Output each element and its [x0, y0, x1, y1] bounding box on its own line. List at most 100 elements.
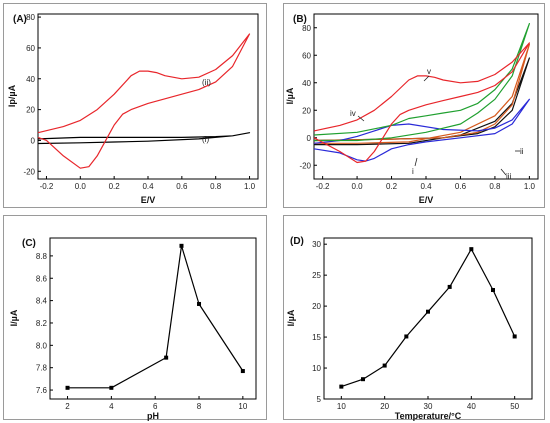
- y-tick-label: 7.6: [36, 386, 48, 395]
- y-tick-label: 80: [302, 24, 311, 33]
- y-tick-label: -20: [23, 167, 35, 176]
- x-tick-label: 0.4: [420, 182, 432, 191]
- data-point: [447, 284, 452, 289]
- data-point: [491, 288, 495, 293]
- x-axis-label-b: E/V: [419, 195, 434, 205]
- chart-panel-b: (B) -0.2 0.0 0.2 0.4 0.6 0.8 1.0 -20 0 20 40 60 80 v…: [283, 3, 545, 208]
- label-iv: iv: [350, 109, 356, 118]
- data-point: [65, 385, 70, 390]
- chart-a-frame: [37, 13, 259, 180]
- x-tick-label: 0.6: [455, 182, 467, 191]
- y-tick-label: 8.0: [36, 341, 48, 350]
- chart-panel-a: (A) -0.2 0.0 0.2 0.4 0.6 0.8 1.0 -20 0 20 40 60 80 (…: [3, 3, 267, 208]
- series-line-4: [313, 23, 530, 142]
- y-tick-label: 40: [26, 75, 35, 84]
- data-point: [361, 377, 365, 382]
- y-tick-label: 25: [312, 271, 321, 280]
- y-axis-label-a: Ip/µA: [7, 84, 17, 107]
- x-tick-label: 40: [467, 402, 476, 411]
- chart-a-content: -0.2 0.0 0.2 0.4 0.6 0.8 1.0 -20 0 20 40 60 80: [23, 13, 255, 191]
- data-point: [164, 355, 169, 360]
- x-axis-label-c: pH: [147, 411, 159, 421]
- arrow-v: [423, 75, 430, 82]
- data-point: [404, 334, 409, 339]
- chart-c-frame: [49, 237, 257, 400]
- label-iii: iii: [506, 172, 512, 181]
- label-ii-b: ii: [520, 147, 524, 156]
- x-tick-label: 50: [510, 402, 519, 411]
- series-line-1: [37, 132, 251, 145]
- series-line-5: [313, 42, 530, 164]
- label-ii: (ii): [202, 78, 211, 87]
- chart-panel-c: (C) 2 4 6 8 10 7.6 7.8 8.0 8.2 8.4 8.6 8.8 pH I/µA: [3, 215, 267, 421]
- y-tick-label: 40: [302, 79, 311, 88]
- y-tick-label: 8.4: [36, 297, 48, 306]
- x-axis-label-a: E/V: [141, 195, 156, 205]
- arrow-iii: [500, 168, 507, 176]
- x-tick-label: 0.4: [142, 182, 154, 191]
- panel-d-label: (D): [290, 236, 304, 247]
- y-tick-label: 15: [312, 333, 321, 342]
- label-v: v: [427, 67, 431, 76]
- data-point: [197, 301, 202, 306]
- chart-d-content: 10 20 30 40 50 5 10 15 20 25 30: [312, 240, 520, 411]
- arrow-iv: [357, 115, 365, 122]
- data-point: [426, 309, 430, 314]
- series-line-1: [67, 245, 244, 389]
- y-axis-label-c: I/µA: [9, 309, 19, 326]
- x-tick-label: 0.8: [210, 182, 222, 191]
- chart-c-svg: (C) 2 4 6 8 10 7.6 7.8 8.0 8.2 8.4 8.6 8.8 pH I/µA: [9, 237, 257, 421]
- label-i: (i): [202, 135, 209, 144]
- y-tick-label: 0: [307, 134, 312, 143]
- chart-d-frame: [323, 237, 533, 400]
- series-line-1: [341, 248, 516, 388]
- x-tick-label: 10: [337, 402, 346, 411]
- y-tick-label: 60: [26, 44, 35, 53]
- y-tick-label: 7.8: [36, 364, 48, 373]
- data-point: [382, 363, 387, 368]
- y-axis-label-d: I/µA: [286, 309, 296, 326]
- x-tick-label: -0.2: [40, 182, 54, 191]
- chart-b-frame: [313, 13, 539, 180]
- chart-panel-d: (D) 10 20 30 40 50 5 10 15 20 25 30 Temperature/°C…: [283, 215, 545, 421]
- chart-b-svg: (B) -0.2 0.0 0.2 0.4 0.6 0.8 1.0 -20 0 20 40 60 80 v…: [285, 13, 539, 205]
- chart-c-content: 2 4 6 8 10 7.6 7.8 8.0 8.2 8.4 8.6 8.8: [36, 243, 248, 411]
- y-axis-label-b: I/µA: [285, 87, 295, 104]
- panel-a-label: (A): [13, 14, 27, 25]
- x-tick-label: 0.0: [352, 182, 364, 191]
- data-point: [339, 384, 344, 389]
- x-tick-label: 0.2: [386, 182, 398, 191]
- chart-a-svg: (A) -0.2 0.0 0.2 0.4 0.6 0.8 1.0 -20 0 20 40 60 80 (…: [7, 13, 259, 205]
- x-tick-label: 0.6: [176, 182, 188, 191]
- x-tick-label: -0.2: [316, 182, 330, 191]
- y-tick-label: 20: [312, 302, 321, 311]
- x-tick-label: 10: [238, 402, 247, 411]
- data-point: [469, 247, 474, 252]
- x-tick-label: 1.0: [244, 182, 256, 191]
- y-tick-label: 0: [31, 136, 36, 145]
- y-tick-label: 80: [26, 13, 35, 22]
- x-tick-label: 0.8: [489, 182, 501, 191]
- data-point: [179, 243, 184, 248]
- panel-b-label: (B): [293, 14, 307, 25]
- panel-c-label: (C): [22, 238, 36, 249]
- x-tick-label: 1.0: [524, 182, 536, 191]
- x-tick-label: 4: [109, 402, 114, 411]
- label-i-b: i: [412, 167, 414, 176]
- y-tick-label: 8.6: [36, 274, 48, 283]
- x-tick-label: 2: [65, 402, 70, 411]
- data-point: [109, 385, 114, 390]
- series-line-2: [313, 43, 530, 144]
- chart-d-svg: (D) 10 20 30 40 50 5 10 15 20 25 30 Temperature/°C…: [286, 236, 533, 421]
- data-point: [240, 369, 245, 374]
- y-tick-label: 5: [317, 395, 322, 404]
- x-tick-label: 30: [424, 402, 433, 411]
- y-tick-label: 8.8: [36, 252, 48, 261]
- y-tick-label: 10: [312, 364, 321, 373]
- x-tick-label: 0.0: [75, 182, 87, 191]
- x-tick-label: 0.2: [109, 182, 121, 191]
- y-tick-label: 20: [302, 106, 311, 115]
- data-point: [512, 334, 517, 339]
- series-line-2: [37, 33, 251, 169]
- x-axis-label-d: Temperature/°C: [395, 411, 462, 421]
